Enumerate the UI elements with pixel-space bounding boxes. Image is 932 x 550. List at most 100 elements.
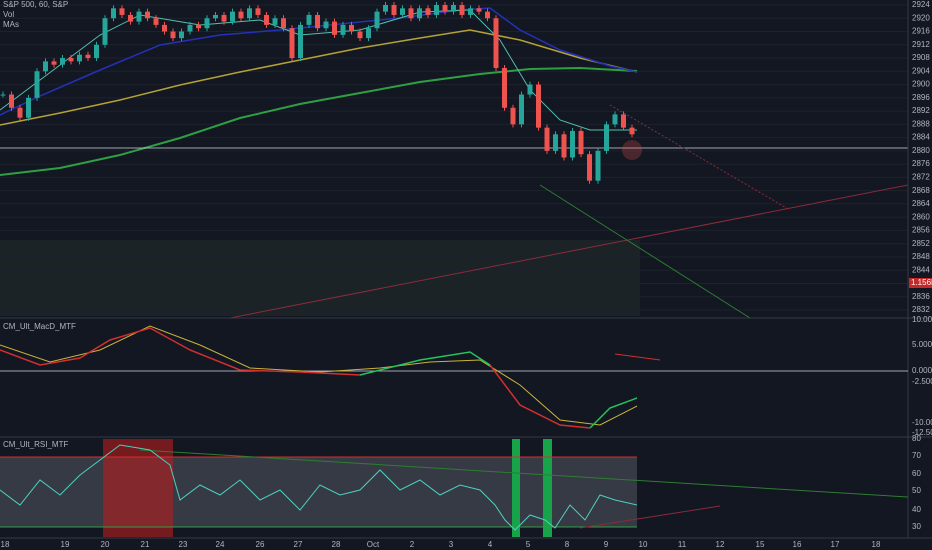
candle bbox=[111, 8, 116, 19]
ma-yellow bbox=[0, 29, 638, 126]
macd-line bbox=[0, 327, 361, 376]
x-tick-label: 18 bbox=[872, 540, 881, 549]
y-tick-label: 2864 bbox=[912, 199, 930, 208]
x-tick-label: 24 bbox=[216, 540, 225, 549]
candle bbox=[578, 130, 584, 155]
candle bbox=[332, 21, 337, 35]
candle bbox=[51, 61, 57, 65]
candle bbox=[85, 54, 91, 59]
legend-label: MAs bbox=[3, 20, 19, 29]
macd-line bbox=[359, 351, 491, 376]
x-tick-label: 12 bbox=[716, 540, 725, 549]
trend-line bbox=[614, 353, 661, 361]
x-tick-label: Oct bbox=[367, 540, 380, 549]
candle bbox=[281, 18, 286, 29]
y-tick-label: 2872 bbox=[912, 173, 930, 182]
candle bbox=[230, 11, 235, 22]
y-tick-label: 2844 bbox=[912, 265, 930, 274]
candle bbox=[510, 107, 516, 125]
candle bbox=[561, 134, 567, 158]
y-tick-label: 2924 bbox=[912, 0, 930, 9]
candle bbox=[187, 24, 193, 32]
candle bbox=[77, 54, 82, 62]
y-tick-label: 2836 bbox=[912, 292, 930, 301]
x-tick-label: 18 bbox=[1, 540, 10, 549]
candle bbox=[391, 5, 397, 15]
x-tick-label: 2 bbox=[410, 540, 415, 549]
candle bbox=[400, 8, 405, 15]
x-tick-label: 9 bbox=[604, 540, 609, 549]
rsi-tick-label: 50 bbox=[912, 486, 921, 495]
candle bbox=[204, 18, 210, 29]
y-tick-label: 2916 bbox=[912, 27, 930, 36]
candle bbox=[570, 130, 575, 158]
candle bbox=[272, 18, 278, 25]
candle bbox=[179, 31, 184, 39]
pane-title: CM_Ult_RSI_MTF bbox=[3, 440, 68, 449]
x-tick-label: 21 bbox=[141, 540, 150, 549]
x-tick-label: 23 bbox=[179, 540, 188, 549]
candle bbox=[153, 18, 159, 25]
marker bbox=[622, 140, 642, 160]
y-tick-label: 2832 bbox=[912, 305, 930, 314]
candle bbox=[255, 8, 261, 15]
rsi-band bbox=[0, 457, 637, 527]
badge bbox=[909, 278, 932, 288]
candle bbox=[298, 24, 303, 59]
y-tick-label: 2884 bbox=[912, 133, 930, 142]
candle bbox=[408, 8, 414, 19]
candle bbox=[238, 11, 244, 19]
candle bbox=[493, 18, 499, 68]
candle bbox=[196, 24, 201, 29]
candle bbox=[68, 58, 74, 62]
candle bbox=[442, 5, 448, 12]
candle bbox=[374, 11, 380, 29]
candle bbox=[9, 94, 14, 108]
candle bbox=[417, 8, 422, 19]
volume-bars bbox=[0, 240, 640, 316]
candle bbox=[289, 28, 295, 59]
candle bbox=[629, 127, 635, 135]
y-tick-label: 2900 bbox=[912, 80, 930, 89]
y-tick-label: 2860 bbox=[912, 212, 930, 221]
candle bbox=[349, 24, 354, 32]
rsi-tick-label: 80 bbox=[912, 434, 921, 443]
candle bbox=[221, 14, 227, 22]
candle bbox=[17, 107, 23, 118]
candle bbox=[595, 150, 601, 181]
candle bbox=[102, 18, 108, 45]
candle bbox=[485, 11, 490, 19]
x-tick-label: 20 bbox=[101, 540, 110, 549]
macd-tick-label: -2.5000 bbox=[912, 377, 932, 386]
rsi-line bbox=[0, 444, 638, 531]
candle bbox=[315, 14, 320, 29]
candle bbox=[383, 5, 388, 12]
candle bbox=[468, 8, 473, 15]
y-tick-label: 2920 bbox=[912, 13, 930, 22]
rsi-zone bbox=[543, 439, 552, 537]
y-tick-label: 2876 bbox=[912, 159, 930, 168]
x-tick-label: 8 bbox=[565, 540, 570, 549]
x-tick-label: 5 bbox=[526, 540, 531, 549]
legend-label: Vol bbox=[3, 10, 14, 19]
candle bbox=[425, 8, 431, 15]
volume-badge: 1.156K bbox=[911, 278, 932, 287]
macd-signal bbox=[0, 325, 638, 426]
x-tick-label: 10 bbox=[639, 540, 648, 549]
candle bbox=[119, 8, 125, 15]
candle bbox=[128, 14, 133, 22]
candle bbox=[527, 84, 533, 95]
y-tick-label: 2856 bbox=[912, 226, 930, 235]
macd-tick-label: -12.5000 bbox=[912, 428, 932, 437]
candle bbox=[323, 21, 329, 29]
trend-line bbox=[579, 505, 721, 529]
candle bbox=[536, 84, 541, 128]
candle bbox=[357, 31, 363, 39]
candle bbox=[136, 11, 142, 22]
trend-line bbox=[609, 104, 791, 211]
y-tick-label: 2888 bbox=[912, 119, 930, 128]
